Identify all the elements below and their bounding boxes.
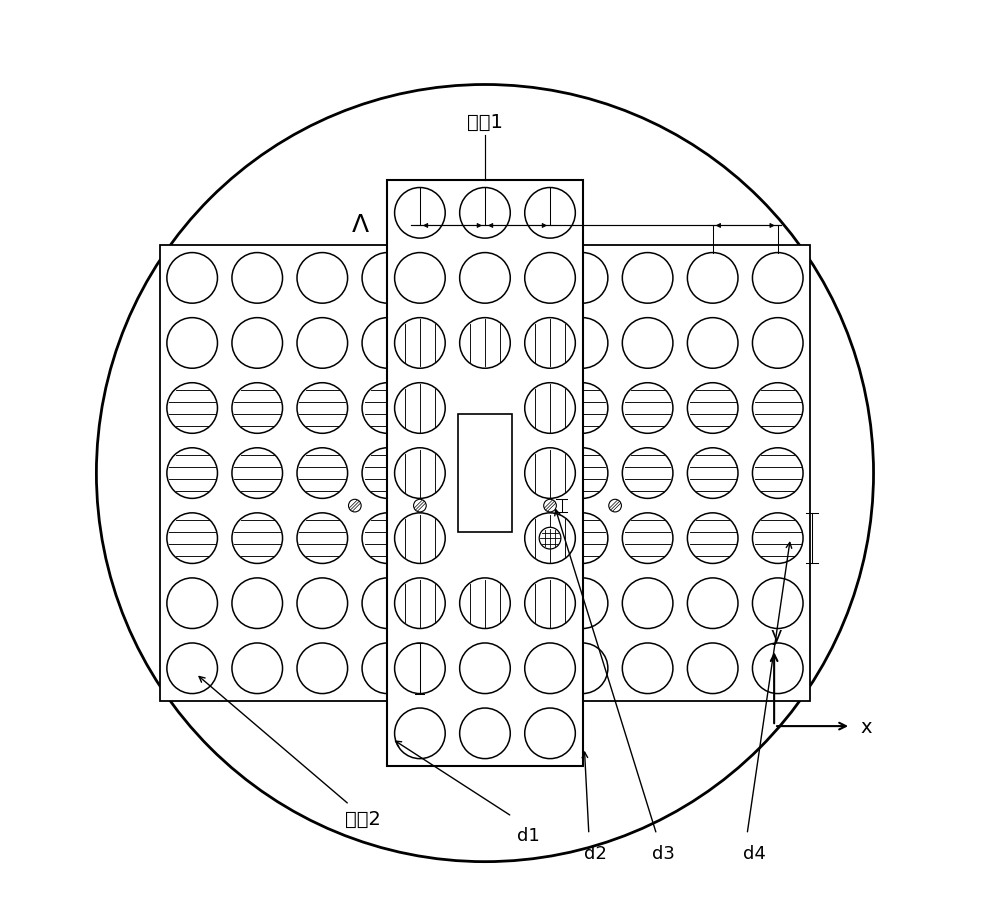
- Circle shape: [362, 578, 413, 629]
- Circle shape: [688, 448, 738, 499]
- Circle shape: [622, 384, 673, 434]
- Circle shape: [394, 253, 446, 304]
- Circle shape: [688, 253, 738, 304]
- Circle shape: [167, 578, 217, 629]
- Circle shape: [297, 384, 348, 434]
- Circle shape: [414, 500, 426, 512]
- Circle shape: [297, 253, 348, 304]
- Circle shape: [349, 500, 362, 512]
- Circle shape: [557, 448, 608, 499]
- Circle shape: [557, 384, 608, 434]
- Circle shape: [525, 513, 575, 564]
- Circle shape: [525, 189, 575, 239]
- Circle shape: [609, 500, 621, 512]
- Circle shape: [232, 384, 283, 434]
- Circle shape: [557, 253, 608, 304]
- Circle shape: [167, 448, 217, 499]
- Circle shape: [688, 578, 738, 629]
- Circle shape: [297, 643, 348, 694]
- Circle shape: [688, 643, 738, 694]
- Circle shape: [394, 384, 446, 434]
- Circle shape: [232, 643, 283, 694]
- Circle shape: [622, 643, 673, 694]
- Text: $\Lambda$: $\Lambda$: [352, 212, 370, 236]
- Circle shape: [232, 253, 283, 304]
- Circle shape: [525, 578, 575, 629]
- Circle shape: [297, 448, 348, 499]
- Circle shape: [459, 318, 510, 369]
- Bar: [457, 415, 512, 532]
- Circle shape: [394, 448, 446, 499]
- Text: d1: d1: [517, 825, 539, 844]
- Circle shape: [297, 578, 348, 629]
- Text: d4: d4: [743, 844, 766, 862]
- Circle shape: [753, 513, 803, 564]
- Circle shape: [167, 253, 217, 304]
- Circle shape: [688, 513, 738, 564]
- Circle shape: [753, 318, 803, 369]
- Circle shape: [394, 643, 446, 694]
- Circle shape: [753, 578, 803, 629]
- Circle shape: [622, 578, 673, 629]
- Text: x: x: [860, 717, 871, 736]
- Circle shape: [543, 500, 556, 512]
- Circle shape: [688, 384, 738, 434]
- Circle shape: [459, 708, 510, 759]
- Circle shape: [688, 318, 738, 369]
- Circle shape: [394, 318, 446, 369]
- Circle shape: [525, 708, 575, 759]
- Circle shape: [525, 448, 575, 499]
- Circle shape: [622, 513, 673, 564]
- Circle shape: [753, 384, 803, 434]
- Circle shape: [394, 513, 446, 564]
- Circle shape: [362, 253, 413, 304]
- Bar: [387, 181, 583, 766]
- Circle shape: [167, 384, 217, 434]
- Circle shape: [362, 448, 413, 499]
- Circle shape: [167, 318, 217, 369]
- Circle shape: [557, 513, 608, 564]
- Circle shape: [525, 253, 575, 304]
- Circle shape: [557, 318, 608, 369]
- Circle shape: [525, 643, 575, 694]
- Circle shape: [167, 513, 217, 564]
- Circle shape: [394, 708, 446, 759]
- Circle shape: [622, 318, 673, 369]
- Circle shape: [459, 643, 510, 694]
- Circle shape: [459, 253, 510, 304]
- Circle shape: [459, 189, 510, 239]
- Circle shape: [622, 448, 673, 499]
- Circle shape: [394, 578, 446, 629]
- Circle shape: [362, 513, 413, 564]
- Circle shape: [525, 384, 575, 434]
- Circle shape: [557, 578, 608, 629]
- Circle shape: [362, 643, 413, 694]
- Circle shape: [232, 318, 283, 369]
- Circle shape: [232, 578, 283, 629]
- Text: d3: d3: [652, 844, 675, 862]
- Circle shape: [167, 643, 217, 694]
- Circle shape: [753, 253, 803, 304]
- Circle shape: [394, 189, 446, 239]
- Circle shape: [525, 318, 575, 369]
- Text: 区块2: 区块2: [345, 809, 381, 828]
- Circle shape: [539, 527, 561, 549]
- Circle shape: [297, 318, 348, 369]
- Circle shape: [459, 578, 510, 629]
- Circle shape: [557, 643, 608, 694]
- Text: d2: d2: [584, 844, 608, 862]
- Text: y: y: [771, 626, 782, 645]
- Circle shape: [362, 384, 413, 434]
- Circle shape: [232, 513, 283, 564]
- Circle shape: [753, 448, 803, 499]
- Circle shape: [232, 448, 283, 499]
- Circle shape: [97, 86, 873, 862]
- Circle shape: [362, 318, 413, 369]
- Bar: [160, 246, 810, 701]
- Text: 区块1: 区块1: [467, 112, 503, 131]
- Circle shape: [753, 643, 803, 694]
- Circle shape: [297, 513, 348, 564]
- Circle shape: [622, 253, 673, 304]
